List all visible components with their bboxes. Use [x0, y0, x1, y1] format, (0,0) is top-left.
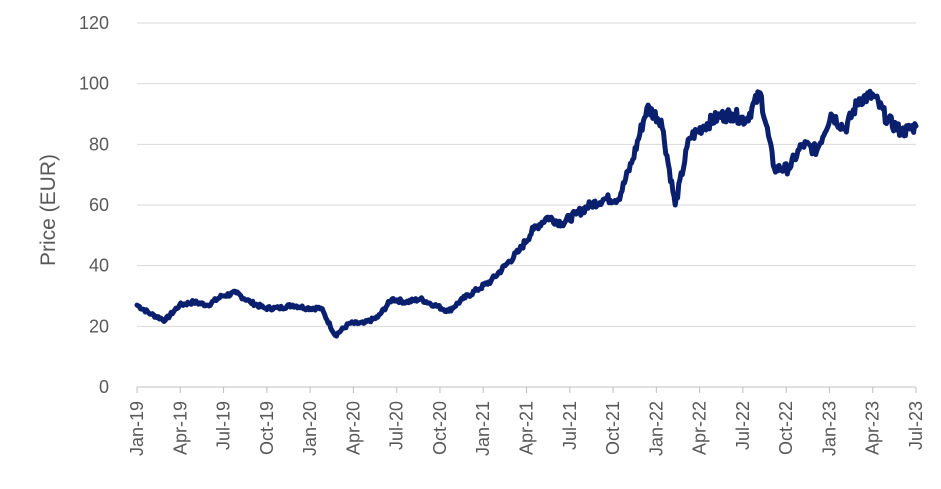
x-tick-label: Oct-21: [603, 401, 623, 455]
x-tick-label: Jul-23: [906, 401, 926, 450]
x-tick-label: Jul-20: [387, 401, 407, 450]
price-line: [134, 88, 919, 339]
y-tick-label: 60: [89, 195, 109, 215]
y-tick-label: 20: [89, 316, 109, 336]
x-tick-label: Apr-21: [517, 401, 537, 455]
y-tick-label: 100: [79, 74, 109, 94]
x-tick-label: Jul-19: [214, 401, 234, 450]
x-axis-ticks: Jan-19 Apr-19 Jul-19 Oct-19 Jan-20 Apr-20 Jul-…: [127, 387, 926, 456]
x-tick-label: Jan-22: [646, 401, 666, 456]
x-tick-label: Oct-20: [430, 401, 450, 455]
x-tick-label: Oct-19: [257, 401, 277, 455]
x-tick-label: Apr-19: [170, 401, 190, 455]
x-tick-label: Jan-23: [819, 401, 839, 456]
y-axis-tick-labels: 0 20 40 60 80 100 120: [79, 13, 109, 397]
x-tick-label: Jan-21: [473, 401, 493, 456]
y-tick-label: 120: [79, 13, 109, 33]
x-tick-label: Apr-23: [863, 401, 883, 455]
y-tick-label: 80: [89, 134, 109, 154]
y-tick-label: 0: [99, 377, 109, 397]
y-axis-title: Price (EUR): [37, 154, 60, 266]
x-tick-label: Oct-22: [776, 401, 796, 455]
x-tick-label: Jan-19: [127, 401, 147, 456]
gridlines: [137, 22, 916, 327]
x-tick-label: Jan-20: [300, 401, 320, 456]
x-tick-label: Apr-22: [690, 401, 710, 455]
price-series: [134, 88, 919, 339]
x-tick-label: Jul-21: [560, 401, 580, 450]
x-tick-label: Apr-20: [343, 401, 363, 455]
y-tick-label: 40: [89, 256, 109, 276]
x-tick-label: Jul-22: [733, 401, 753, 450]
